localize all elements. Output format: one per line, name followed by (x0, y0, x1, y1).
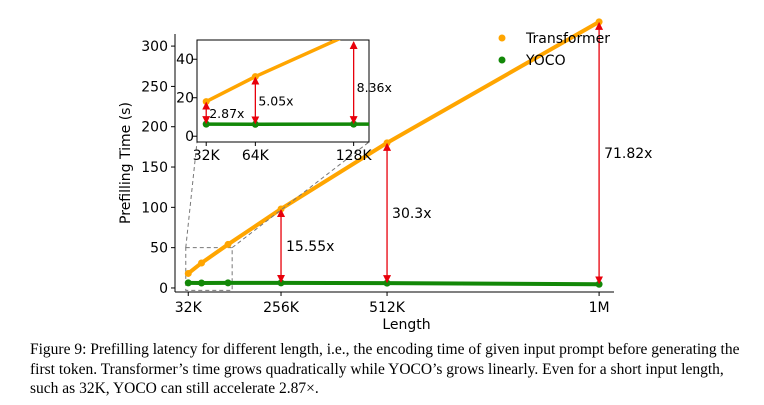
data-point-transformer (198, 259, 206, 267)
speedup-label: 15.55x (286, 239, 334, 255)
inset-speedup-label: 5.05x (258, 93, 293, 108)
legend-label: YOCO (525, 53, 566, 69)
inset-data-point-transformer (350, 29, 357, 36)
figure-caption: Figure 9: Prefilling latency for differe… (30, 341, 740, 397)
inset-plot: 0 20 40 32K 64K 128K 2.87x 5.05x 8.36x (176, 29, 392, 249)
data-point-yoco (184, 279, 192, 287)
inset-y-tick-label: 20 (176, 91, 194, 107)
zoom-connector (185, 141, 198, 248)
legend-marker-yoco (498, 56, 506, 64)
x-axis-label: Length (382, 317, 430, 333)
inset-speedup-label: 8.36x (357, 80, 392, 95)
data-point-yoco (198, 279, 206, 287)
series-line-yoco (188, 280, 600, 287)
inset-x-tick-label: 128K (336, 148, 373, 164)
y-tick-label: 0 (159, 281, 168, 297)
speedup-label: 30.3x (392, 206, 431, 222)
data-point-yoco (224, 279, 232, 287)
legend-label: Transformer (525, 31, 610, 47)
inset-x-tick-label: 64K (242, 148, 270, 164)
legend: Transformer YOCO (498, 31, 610, 69)
zoom-region-box (185, 247, 233, 291)
legend-marker-transformer (498, 34, 506, 42)
inset-y-tick-label: 0 (185, 129, 194, 145)
zoom-connector (231, 141, 370, 249)
y-tick-label: 300 (141, 39, 168, 55)
x-tick-label: 512K (369, 300, 406, 316)
y-tick-label: 100 (141, 200, 168, 216)
y-tick-label: 50 (150, 241, 168, 257)
y-tick-label: 150 (141, 160, 168, 176)
x-tick-label: 32K (175, 300, 203, 316)
inset-series-line-transformer (205, 40, 341, 104)
data-point-transformer (224, 240, 232, 248)
y-tick-label: 200 (141, 120, 168, 136)
y-axis-label: Prefilling Time (s) (118, 102, 134, 224)
inset-y-tick-label: 40 (176, 52, 194, 68)
inset-speedup-label: 2.87x (209, 106, 244, 121)
inset-frame (196, 39, 370, 143)
y-tick-label: 250 (141, 79, 168, 95)
inset-x-tick-label: 32K (193, 148, 221, 164)
data-point-transformer (184, 269, 192, 277)
speedup-label: 71.82x (604, 146, 652, 162)
x-tick-label: 256K (263, 300, 300, 316)
x-tick-label: 1M (589, 300, 610, 316)
